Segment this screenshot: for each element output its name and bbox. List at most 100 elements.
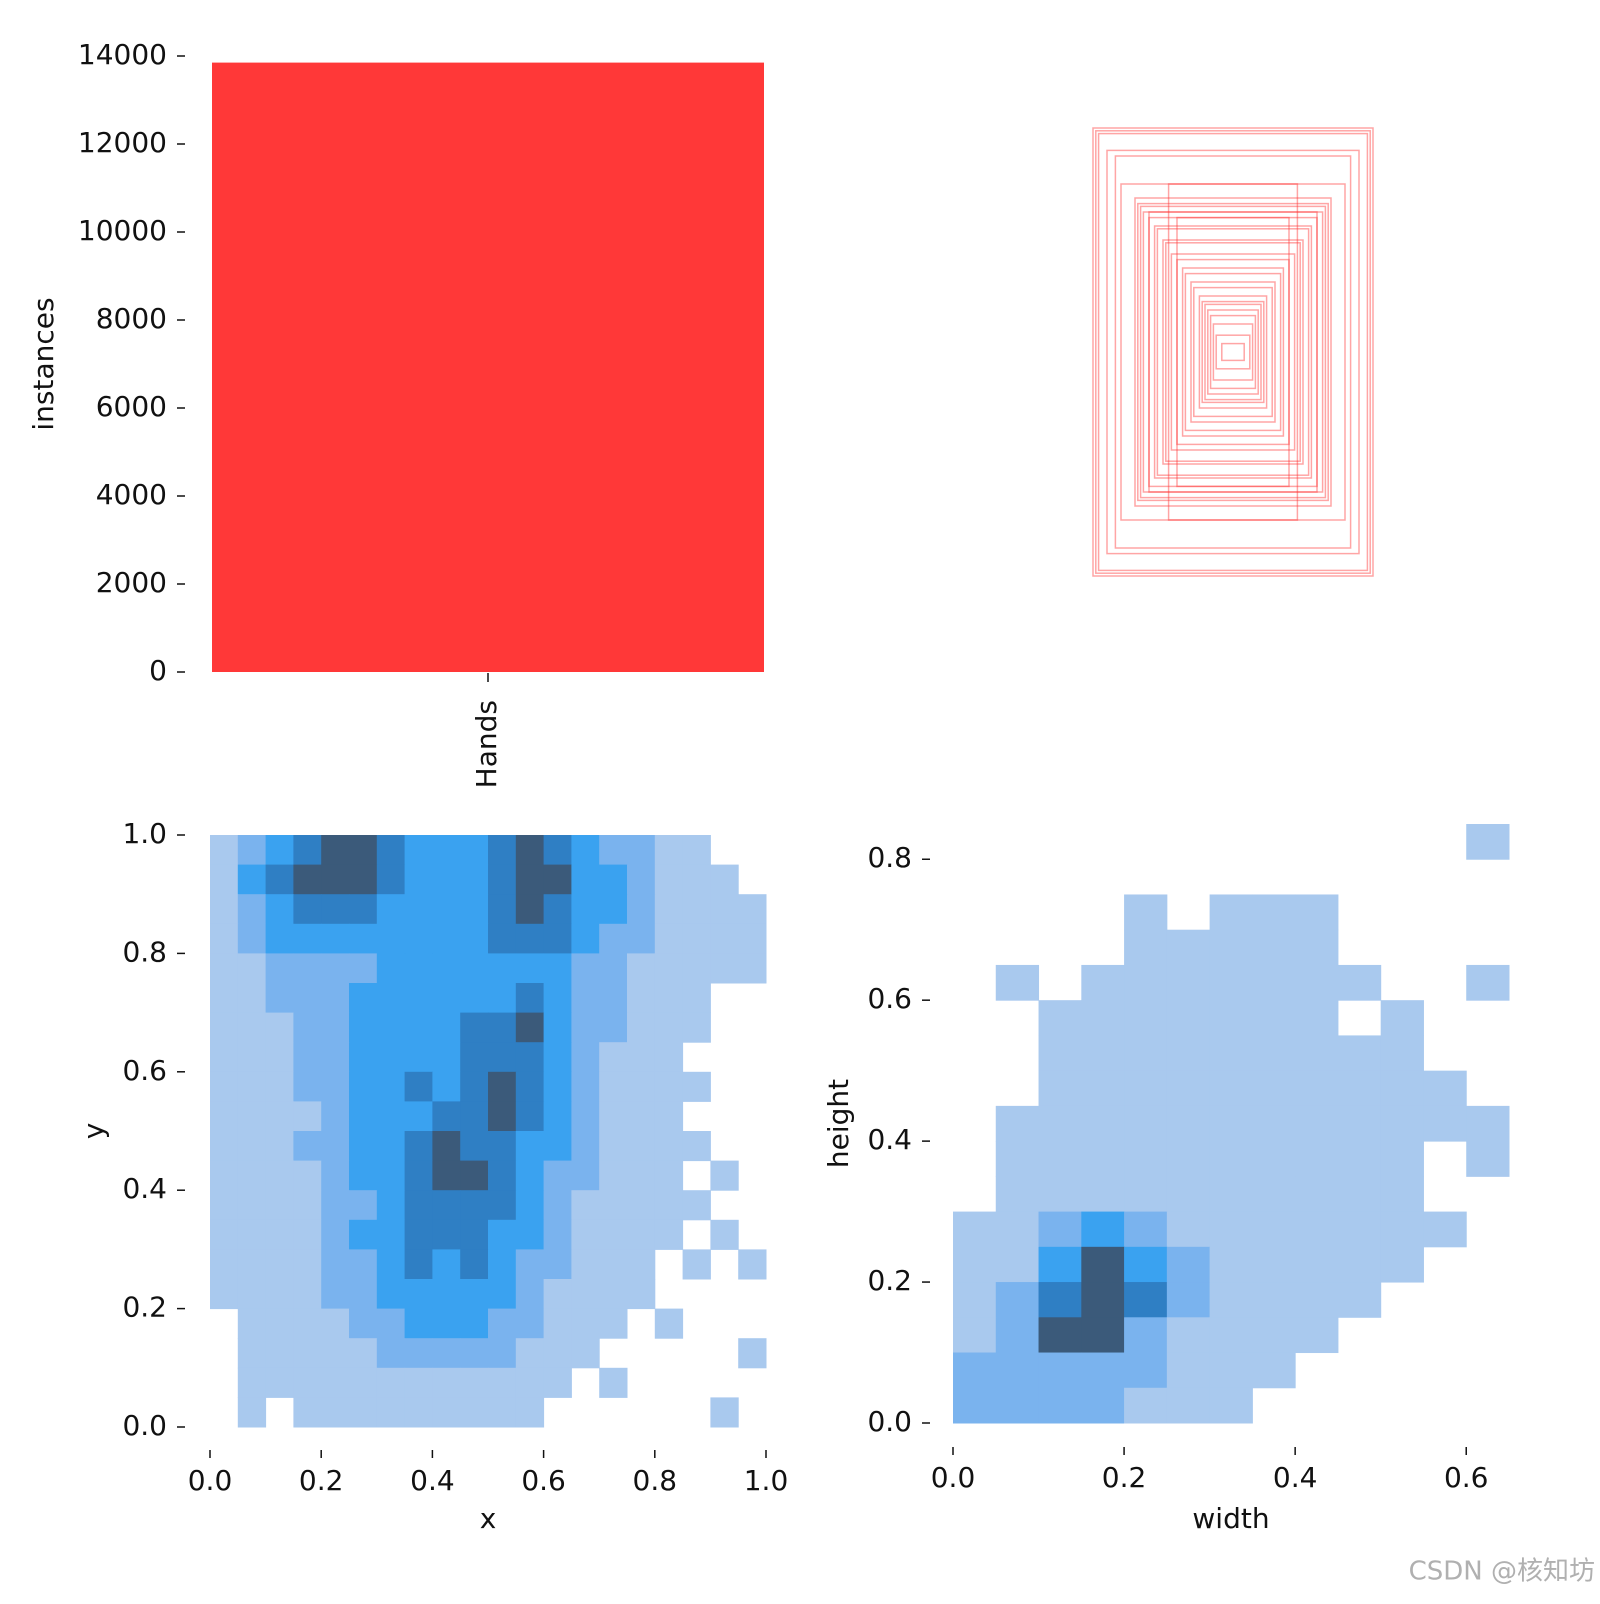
hist-cell [404, 923, 433, 954]
hist-cell [265, 1101, 294, 1132]
hist-cell [293, 983, 322, 1014]
hist-cell [1423, 1211, 1467, 1248]
hist-cell [571, 1071, 600, 1102]
hist-cell [1380, 1035, 1424, 1072]
hist-cell [321, 1397, 350, 1428]
hist-cell [627, 1101, 656, 1132]
hist-cell [599, 1249, 628, 1280]
hist-cell [1337, 1070, 1382, 1107]
hist-cell [599, 1190, 628, 1221]
hist-cell [293, 1338, 322, 1369]
hist-cell [1423, 1070, 1467, 1107]
hist-cell [738, 1131, 766, 1161]
label-box [1176, 216, 1290, 488]
hist-cell [488, 1012, 517, 1043]
label-box [1148, 216, 1318, 488]
hist-cell [1423, 1000, 1466, 1036]
hist-cell [1337, 1105, 1382, 1142]
hist-cell [237, 953, 267, 984]
hist-cell [1166, 1070, 1211, 1107]
hist-cell [237, 835, 267, 866]
hist-cell [515, 1367, 545, 1398]
hist-cell [237, 983, 267, 1014]
hist-cell [210, 1397, 238, 1427]
hist-cell [655, 1368, 683, 1398]
hist-cell [683, 1101, 711, 1131]
hist-cell [1337, 1282, 1382, 1318]
hist-cell [1338, 1000, 1381, 1036]
hist-cell [488, 1338, 517, 1369]
hist-cell [543, 864, 572, 895]
y-tick-label: 6000 [96, 390, 167, 423]
hist-cell [488, 953, 517, 984]
hist-cell [293, 1042, 322, 1073]
hist-cell [1166, 1282, 1211, 1318]
y-tick-label: 0.4 [122, 1172, 167, 1205]
hist-cell [376, 1397, 406, 1428]
hist-cell [321, 1131, 350, 1162]
hist-cell [599, 1308, 628, 1339]
label-box [1167, 183, 1299, 521]
hist-cell [515, 1160, 545, 1191]
hist-cell [599, 864, 628, 895]
hist-cell [237, 1338, 267, 1369]
hist-cell [682, 835, 711, 866]
hist-cell [293, 923, 322, 954]
hist-cell [953, 930, 996, 966]
hist-cell [432, 1101, 461, 1132]
hist-cell [543, 1190, 572, 1221]
hist-cell [1466, 859, 1509, 895]
hist-cell [995, 1105, 1040, 1142]
hist-cell [1038, 1387, 1082, 1424]
hist-cell [515, 1308, 545, 1339]
hist-cell [460, 953, 489, 984]
hist-cell [488, 1367, 517, 1398]
x-tick-label: Hands [470, 700, 503, 788]
hist-cell [460, 1308, 489, 1339]
hist-cell [1209, 1070, 1253, 1107]
hist-cell [571, 864, 600, 895]
hist-cell [376, 1279, 406, 1310]
hist-cell [1381, 930, 1424, 966]
hist-cell [1038, 1317, 1082, 1354]
hist-cell [1295, 964, 1339, 1001]
hist-cell [654, 923, 684, 954]
hist-cell [1166, 1246, 1211, 1283]
hist-cell [1252, 894, 1296, 931]
hist-cell [683, 1220, 711, 1250]
hist-cell [237, 1131, 267, 1162]
hist-cell [1252, 1388, 1295, 1424]
hist-cell [1381, 1388, 1424, 1424]
hist-cell [710, 1338, 738, 1368]
hist-cell [1124, 1141, 1168, 1177]
hist-cell [349, 1101, 378, 1132]
watermark: CSDN @核知坊 [1409, 1557, 1595, 1587]
hist-cell [237, 1219, 267, 1250]
hist-cell [488, 1397, 517, 1428]
hist-cell [404, 1338, 433, 1369]
hist-cell [543, 1219, 572, 1250]
hist-cell [571, 1012, 600, 1043]
hist-cell [515, 1219, 545, 1250]
hist-cell [1295, 1353, 1338, 1389]
y-axis-label: instances [27, 297, 60, 430]
hist-cell [655, 1397, 683, 1427]
hist-cell [1252, 1246, 1296, 1283]
hist-cell [1166, 1176, 1211, 1213]
hist-cell [738, 1072, 766, 1102]
label-box [1204, 303, 1262, 401]
hist-cell [1081, 1070, 1125, 1107]
hist-cell [1466, 1388, 1509, 1424]
hist-cell [1038, 1000, 1082, 1036]
hist-cell [599, 923, 628, 954]
hist-cell [432, 835, 461, 866]
hist-cell [1038, 1246, 1082, 1283]
hist-cell [404, 1012, 433, 1043]
hist-cell [654, 1101, 684, 1132]
hist-cell [738, 1309, 766, 1339]
hist-cell [655, 1279, 683, 1309]
hist-cell [321, 1219, 350, 1250]
hist-cell [1252, 1070, 1296, 1107]
hist-cell [460, 1012, 489, 1043]
hist-cell [683, 1368, 711, 1398]
